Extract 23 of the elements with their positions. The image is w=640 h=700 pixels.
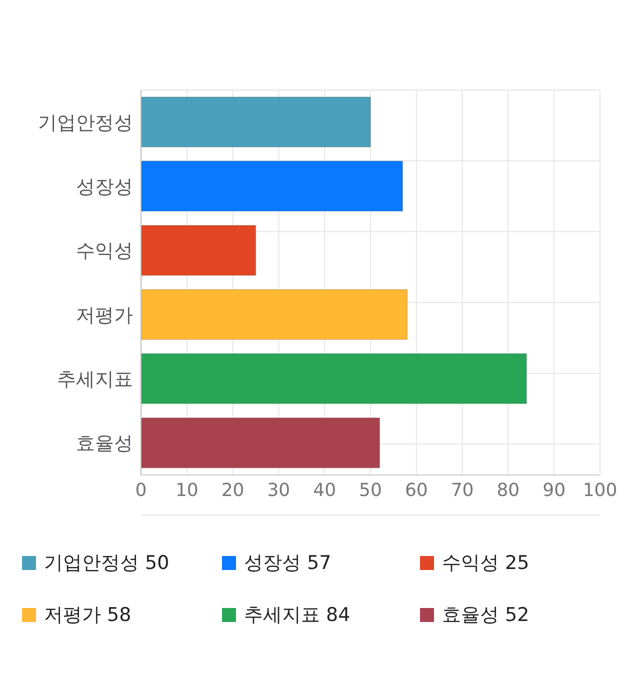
legend-label: 수익성 25 — [442, 551, 530, 576]
x-tick-label: 60 — [404, 480, 428, 501]
y-tick-label: 저평가 — [76, 304, 133, 326]
x-tick-label: 10 — [175, 480, 198, 501]
x-tick-label: 80 — [496, 480, 520, 501]
y-tick-label: 효율성 — [76, 432, 133, 455]
x-tick-label: 70 — [450, 480, 474, 501]
x-tick-label: 20 — [221, 480, 244, 501]
y-tick-label: 수익성 — [76, 240, 133, 262]
legend-label: 추세지표 84 — [244, 603, 350, 628]
y-tick-label: 기업안정성 — [38, 112, 133, 134]
x-tick-label: 90 — [542, 480, 566, 501]
y-tick-label: 성장성 — [76, 176, 133, 198]
x-tick-label: 100 — [582, 480, 618, 501]
legend-label: 기업안정성 50 — [44, 551, 170, 576]
y-tick-label: 추세지표 — [57, 368, 133, 390]
legend-label: 효율성 52 — [442, 603, 530, 628]
x-tick-label: 0 — [135, 480, 147, 501]
x-tick-label: 50 — [359, 480, 382, 501]
legend-label: 성장성 57 — [244, 551, 332, 576]
legend-label: 저평가 58 — [44, 603, 132, 628]
x-tick-label: 30 — [267, 480, 290, 501]
x-tick-label: 40 — [313, 480, 336, 501]
